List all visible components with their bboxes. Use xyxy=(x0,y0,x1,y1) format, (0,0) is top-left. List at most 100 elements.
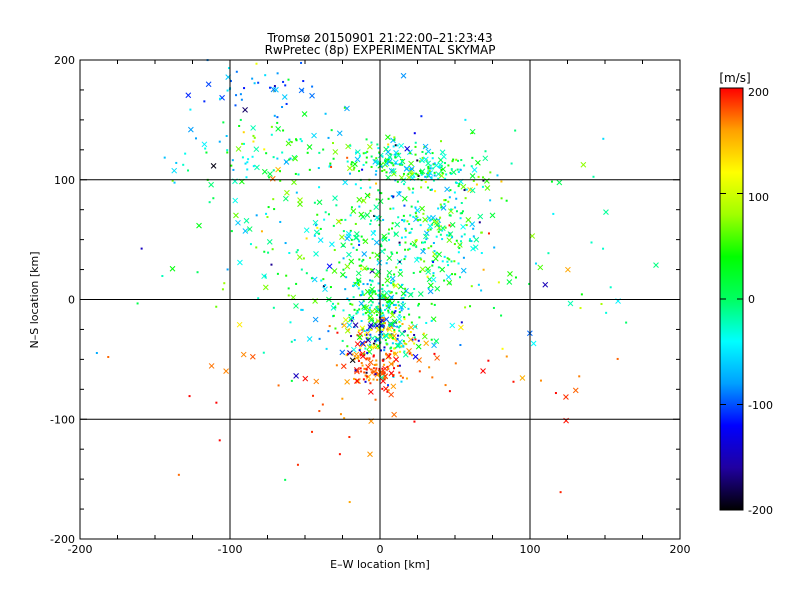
data-point-cross xyxy=(340,242,347,248)
data-point-dot xyxy=(417,302,420,305)
data-point-dot xyxy=(392,207,395,210)
data-point-dot xyxy=(605,311,608,314)
data-point-dot xyxy=(373,214,376,217)
data-point-dot xyxy=(428,219,431,222)
data-point-cross xyxy=(393,356,399,363)
data-point-dot xyxy=(396,337,399,340)
data-point-dot xyxy=(302,257,305,260)
data-point-dot xyxy=(366,283,369,286)
data-point-dot xyxy=(415,215,418,218)
data-point-dot xyxy=(394,153,397,156)
data-point-dot xyxy=(487,359,490,362)
data-point-dot xyxy=(350,206,353,209)
data-point-cross xyxy=(354,156,361,163)
data-point-dot xyxy=(263,148,266,151)
data-point-dot xyxy=(602,247,605,250)
data-point-dot xyxy=(398,244,401,247)
data-point-cross xyxy=(301,111,308,117)
data-point-dot xyxy=(182,163,185,166)
data-point-dot xyxy=(407,307,410,310)
data-point-dot xyxy=(346,156,349,159)
data-point-dot xyxy=(464,118,467,121)
data-point-cross xyxy=(367,293,374,299)
data-point-dot xyxy=(422,248,425,251)
data-point-dot xyxy=(400,309,403,312)
data-point-dot xyxy=(414,206,417,209)
data-point-cross xyxy=(330,305,337,311)
data-point-dot xyxy=(472,235,475,238)
data-point-cross xyxy=(406,174,412,181)
data-point-dot xyxy=(450,168,453,171)
data-point-dot xyxy=(338,261,341,264)
data-point-dot xyxy=(429,167,432,170)
data-point-dot xyxy=(161,275,164,278)
data-point-dot xyxy=(405,229,408,232)
data-point-dot xyxy=(260,230,263,233)
data-point-cross xyxy=(449,322,456,329)
data-point-dot xyxy=(370,304,373,307)
data-point-cross xyxy=(392,159,399,166)
data-point-dot xyxy=(397,152,400,155)
data-point-dot xyxy=(371,291,374,294)
axis-ticks xyxy=(79,59,681,540)
data-point-dot xyxy=(417,178,420,181)
x-tick-label: -200 xyxy=(68,543,93,556)
data-point-dot xyxy=(244,162,247,165)
data-point-dot xyxy=(371,280,374,283)
data-point-dot xyxy=(417,304,420,307)
data-point-dot xyxy=(445,234,448,237)
data-point-cross xyxy=(567,300,574,307)
data-point-dot xyxy=(401,323,404,326)
data-point-dot xyxy=(364,374,367,377)
data-point-dot xyxy=(249,243,252,246)
data-point-dot xyxy=(401,219,404,222)
data-point-dot xyxy=(272,156,275,159)
data-point-cross xyxy=(372,343,379,350)
data-point-dot xyxy=(348,436,351,439)
data-point-cross xyxy=(391,411,397,418)
data-point-dot xyxy=(322,278,325,281)
data-point-dot xyxy=(432,274,435,277)
data-point-dot xyxy=(397,304,400,307)
data-point-dot xyxy=(455,239,458,242)
data-point-dot xyxy=(320,279,323,282)
data-point-dot xyxy=(501,347,504,350)
data-point-dot xyxy=(381,284,384,287)
data-point-dot xyxy=(477,175,480,178)
data-point-dot xyxy=(418,160,421,163)
data-point-dot xyxy=(173,181,176,184)
data-point-dot xyxy=(449,171,452,174)
data-point-dot xyxy=(398,371,401,374)
data-point-dot xyxy=(358,264,361,267)
data-point-dot xyxy=(265,152,268,155)
data-point-cross xyxy=(435,171,442,177)
data-point-dot xyxy=(431,376,434,379)
data-point-dot xyxy=(253,136,256,139)
data-point-dot xyxy=(377,374,380,377)
data-point-dot xyxy=(226,149,229,152)
data-point-dot xyxy=(453,260,456,263)
data-point-dot xyxy=(327,136,330,139)
data-point-dot xyxy=(379,313,382,316)
data-point-dot xyxy=(276,121,279,124)
data-point-dot xyxy=(285,102,288,105)
data-point-cross xyxy=(445,274,452,280)
data-point-cross xyxy=(240,351,247,358)
data-point-dot xyxy=(387,384,390,387)
data-point-dot xyxy=(393,311,396,314)
data-point-cross xyxy=(471,167,478,173)
data-point-dot xyxy=(408,247,411,250)
data-point-cross xyxy=(360,214,366,220)
data-point-dot xyxy=(350,238,353,241)
data-point-dot xyxy=(252,134,255,137)
data-point-cross xyxy=(484,185,491,191)
data-point-dot xyxy=(311,85,314,88)
data-point-dot xyxy=(419,224,422,227)
data-point-dot xyxy=(407,327,410,330)
data-point-cross xyxy=(349,357,356,364)
data-point-cross xyxy=(368,389,374,395)
colorbar-tick-label: -100 xyxy=(748,399,773,412)
data-point-dot xyxy=(391,162,394,165)
data-point-dot xyxy=(454,362,457,365)
data-point-dot xyxy=(279,179,282,182)
